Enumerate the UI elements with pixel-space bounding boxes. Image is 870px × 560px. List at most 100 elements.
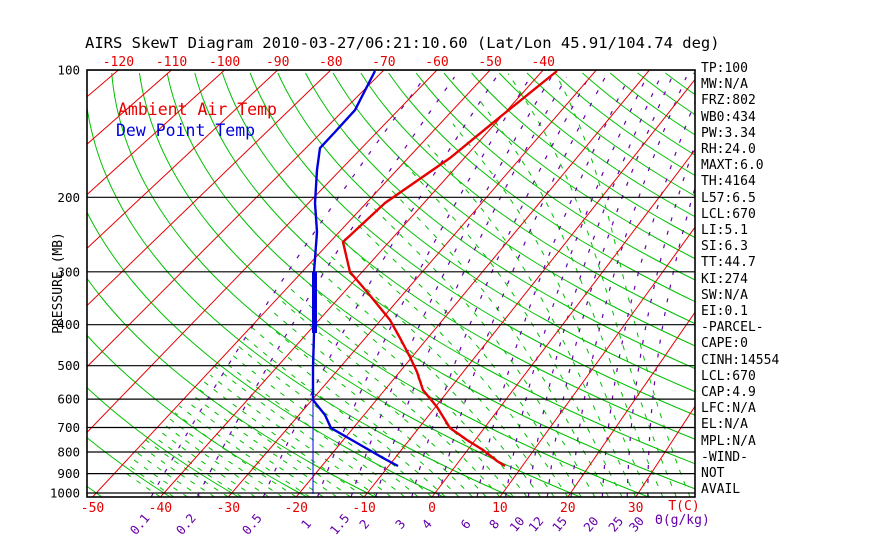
pressure-tick-label: 400	[57, 317, 80, 332]
mixing-ratio-label: 2	[356, 516, 372, 531]
top-temp-label: -80	[319, 55, 342, 70]
parameter-panel: TP:100 MW:N/A FRZ:802 WB0:434 PW:3.34 RH:24.0…	[701, 61, 869, 498]
dry-adiabat	[194, 72, 695, 465]
isotherm	[295, 70, 650, 497]
moist-adiabat	[245, 337, 446, 497]
pressure-tick-label: 800	[57, 445, 80, 460]
moist-adiabat	[236, 344, 433, 497]
legend-dew-point: Dew Point Temp	[116, 121, 256, 140]
mixing-ratio-label: 12	[525, 514, 546, 535]
pressure-tick-label: 600	[57, 392, 80, 407]
moist-adiabat	[135, 451, 202, 497]
panel-line: L57:6.5	[701, 190, 756, 206]
moist-adiabat	[268, 308, 487, 497]
mixing-ratio-line	[437, 76, 606, 497]
moist-adiabat	[280, 299, 501, 497]
pressure-tick-label: 300	[57, 264, 80, 279]
panel-line: LCL:670	[701, 206, 756, 222]
pressure-axis-title: PRESSURE (MB)	[51, 232, 66, 334]
isotherm	[499, 226, 695, 497]
panel-line: TT:44.7	[701, 255, 756, 271]
gridlines	[87, 70, 695, 497]
dry-adiabat	[305, 72, 695, 370]
panel-line: EI:0.1	[701, 304, 748, 320]
dry-adiabat	[87, 386, 239, 497]
panel-line: MAXT:6.0	[701, 158, 764, 174]
dry-adiabat	[87, 104, 513, 497]
moist-adiabat	[231, 353, 419, 497]
panel-line: LCL:670	[701, 368, 756, 384]
dry-adiabat	[526, 72, 695, 197]
moist-adiabat	[261, 319, 474, 497]
moist-adiabat	[190, 393, 338, 497]
dry-adiabat	[87, 277, 376, 497]
dry-adiabat	[87, 334, 308, 497]
bottom-temp-label: -50	[81, 501, 104, 516]
moist-adiabat	[555, 73, 691, 497]
dry-adiabat	[471, 72, 695, 239]
moist-adiabat	[197, 388, 351, 497]
plot-frame	[86, 69, 696, 498]
moist-adiabat	[140, 445, 215, 497]
moist-adiabat	[427, 144, 637, 497]
pressure-tick-label: 100	[57, 63, 80, 78]
bottom-temp-label: 20	[560, 501, 576, 516]
panel-line: FRZ:802	[701, 93, 756, 109]
top-temp-label: -70	[372, 55, 395, 70]
dry-adiabat	[388, 72, 695, 303]
mixing-unit-label: Θ(g/kg)	[655, 513, 710, 528]
dry-adiabat	[360, 72, 695, 325]
moist-adiabat	[167, 416, 283, 497]
mixing-ratio-label: 25	[605, 514, 626, 535]
panel-line: PW:3.34	[701, 125, 756, 141]
mixing-ratio-line	[570, 76, 687, 497]
panel-line: MPL:N/A	[701, 433, 756, 449]
panel-line: -PARCEL-	[701, 320, 764, 336]
dry-adiabat	[249, 72, 695, 416]
moist-adiabat	[178, 405, 311, 497]
moist-adiabat	[222, 360, 406, 497]
panel-line: LI:5.1	[701, 223, 748, 239]
pressure-tick-label: 500	[57, 358, 80, 373]
panel-line: RH:24.0	[701, 142, 756, 158]
panel-line: SI:6.3	[701, 239, 748, 255]
top-temp-label: -50	[478, 55, 501, 70]
mixing-ratio-line	[350, 76, 552, 497]
top-temp-label: -100	[209, 55, 240, 70]
moist-adiabat	[158, 429, 256, 497]
chart-title: AIRS SkewT Diagram 2010-03-27/06:21:10.6…	[85, 34, 720, 52]
moist-adiabat	[186, 400, 324, 497]
isotherm	[87, 70, 225, 196]
panel-line: -WIND-	[701, 449, 748, 465]
pressure-tick-label: 700	[57, 420, 80, 435]
bottom-temp-label: -30	[217, 501, 240, 516]
isotherm	[87, 70, 438, 434]
moist-adiabat	[355, 222, 582, 497]
moist-adiabat	[389, 187, 609, 497]
dry-adiabat	[87, 211, 444, 497]
isotherm	[431, 149, 695, 497]
panel-line: EL:N/A	[701, 417, 748, 433]
isotherm	[363, 78, 695, 497]
dry-adiabat	[498, 72, 695, 218]
top-temp-label: -40	[531, 55, 554, 70]
dry-adiabat	[582, 72, 695, 156]
moist-adiabat	[202, 380, 365, 497]
panel-line: KI:274	[701, 271, 748, 287]
moist-adiabat	[311, 262, 542, 497]
panel-line: LFC:N/A	[701, 401, 756, 417]
mixing-ratio-label: 0.2	[173, 511, 199, 538]
dew-point-curve	[311, 70, 399, 468]
moist-adiabat	[326, 252, 555, 497]
moist-adiabat	[251, 327, 460, 497]
bottom-temp-label: -10	[352, 501, 375, 516]
mixing-ratio-label: 3	[392, 516, 408, 531]
moist-adiabat	[368, 202, 596, 497]
panel-line: SW:N/A	[701, 287, 748, 303]
dry-adiabat	[166, 72, 695, 490]
isotherm	[87, 70, 172, 145]
dry-adiabat	[138, 72, 649, 497]
bottom-temp-label: 30	[628, 501, 644, 516]
